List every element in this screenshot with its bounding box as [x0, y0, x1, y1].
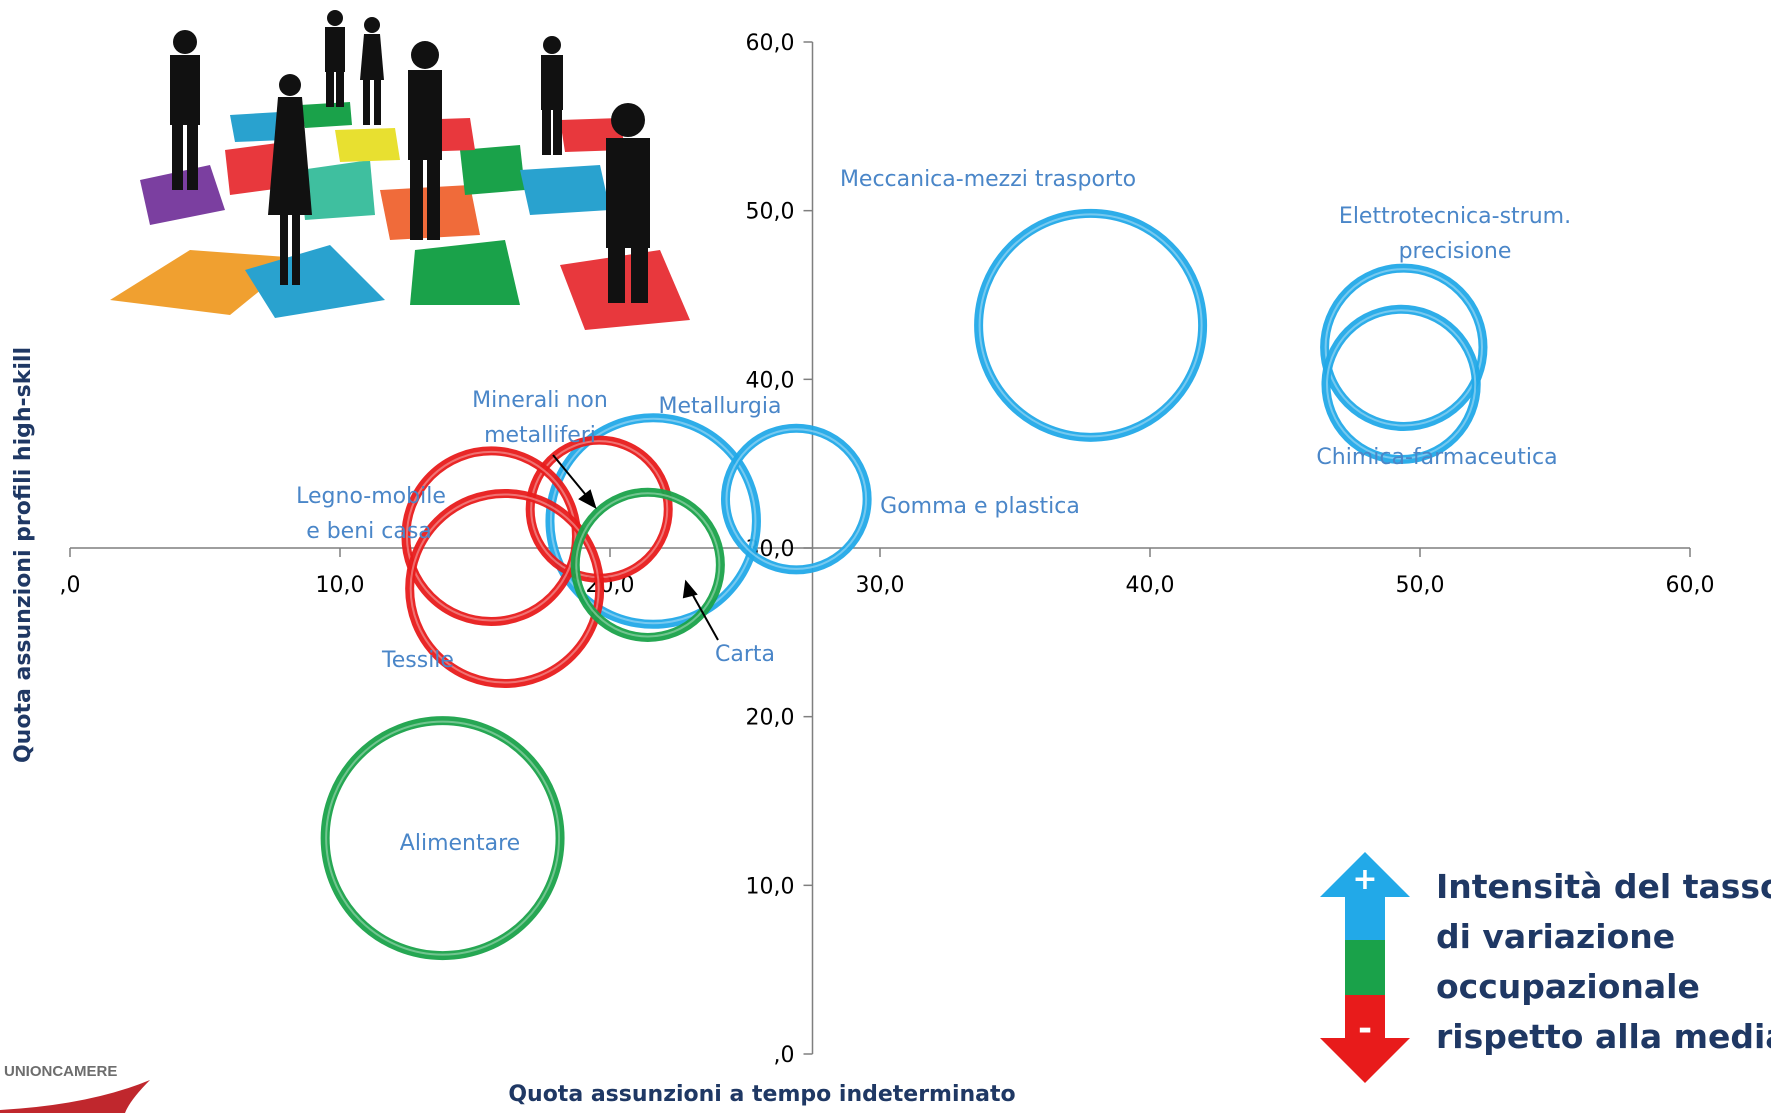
- y-tick-label: 40,0: [746, 368, 795, 393]
- legend-plus: +: [1352, 862, 1377, 897]
- label-legno-line1: Legno-mobile: [296, 484, 446, 509]
- x-tick-label: 40,0: [1126, 573, 1175, 598]
- people-puzzle-illustration: [110, 10, 690, 330]
- bubble-highlight: [1327, 310, 1475, 458]
- label-tessile: Tessile: [381, 648, 454, 673]
- label-elettrotecnica-line1: Elettrotecnica-strum.: [1339, 204, 1571, 229]
- y-tick-label: ,0: [774, 1043, 795, 1068]
- bubble-highlight: [1326, 269, 1482, 425]
- x-tick-label: 10,0: [316, 573, 365, 598]
- label-meccanica: Meccanica-mezzi trasporto: [840, 167, 1136, 192]
- legend: + - Intensità del tasso di variazione oc…: [1320, 852, 1771, 1083]
- unioncamere-logo: UNIONCAMERE: [0, 1063, 150, 1113]
- label-carta: Carta: [715, 642, 775, 667]
- legend-line-2: di variazione: [1436, 917, 1675, 956]
- label-minerali-line1: Minerali non: [472, 388, 608, 413]
- legend-line-4: rispetto alla media: [1436, 1017, 1771, 1056]
- y-axis-title: Quota assunzioni profili high-skill: [11, 347, 36, 763]
- legend-minus: -: [1358, 1009, 1372, 1049]
- label-alimentare: Alimentare: [400, 831, 520, 856]
- y-tick-label: 10,0: [746, 874, 795, 899]
- logo-text: UNIONCAMERE: [4, 1063, 117, 1080]
- x-tick-label: 30,0: [856, 573, 905, 598]
- legend-line-3: occupazionale: [1436, 967, 1700, 1006]
- label-metallurgia: Metallurgia: [658, 394, 781, 419]
- legend-line-1: Intensità del tasso: [1436, 867, 1771, 906]
- x-tick-label: 60,0: [1666, 573, 1715, 598]
- y-tick-label: 60,0: [746, 31, 795, 56]
- label-gomma: Gomma e plastica: [880, 494, 1080, 519]
- x-tick-label: ,0: [60, 573, 81, 598]
- y-tick-label: 50,0: [746, 200, 795, 225]
- arrow-carta-head: [684, 582, 696, 597]
- y-tick-label: 20,0: [746, 706, 795, 731]
- x-tick-label: 50,0: [1396, 573, 1445, 598]
- label-elettrotecnica-line2: precisione: [1399, 239, 1512, 264]
- arrow-minerali-head: [580, 491, 595, 507]
- label-minerali-line2: metalliferi: [484, 423, 596, 448]
- label-chimica: Chimica-farmaceutica: [1316, 445, 1557, 470]
- x-axis-title: Quota assunzioni a tempo indeterminato: [508, 1082, 1015, 1107]
- label-legno-line2: e beni casa: [306, 519, 432, 544]
